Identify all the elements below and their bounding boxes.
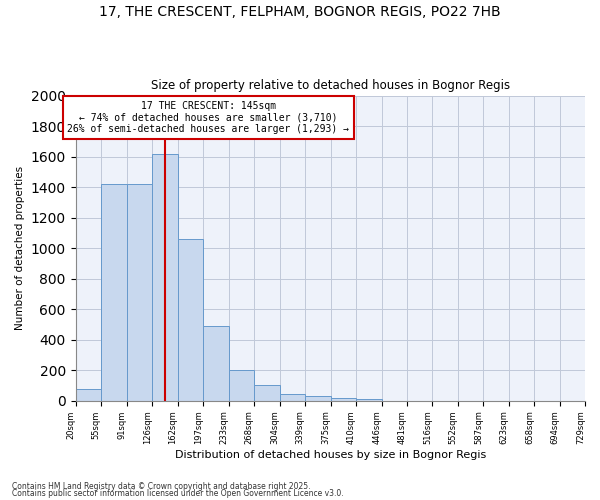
Bar [76,390,101,401]
Bar [280,394,305,401]
Bar [356,398,382,401]
Text: 17, THE CRESCENT, FELPHAM, BOGNOR REGIS, PO22 7HB: 17, THE CRESCENT, FELPHAM, BOGNOR REGIS,… [99,5,501,19]
Text: 17 THE CRESCENT: 145sqm
← 74% of detached houses are smaller (3,710)
26% of semi: 17 THE CRESCENT: 145sqm ← 74% of detache… [67,100,349,134]
Bar [152,154,178,401]
Bar [127,184,152,401]
Text: Contains HM Land Registry data © Crown copyright and database right 2025.: Contains HM Land Registry data © Crown c… [12,482,311,491]
Bar [331,398,356,401]
Bar [178,239,203,401]
Y-axis label: Number of detached properties: Number of detached properties [15,166,25,330]
Text: Contains public sector information licensed under the Open Government Licence v3: Contains public sector information licen… [12,489,344,498]
Bar [305,396,331,401]
Bar [229,370,254,401]
X-axis label: Distribution of detached houses by size in Bognor Regis: Distribution of detached houses by size … [175,450,486,460]
Title: Size of property relative to detached houses in Bognor Regis: Size of property relative to detached ho… [151,79,510,92]
Bar [254,385,280,401]
Bar [203,326,229,401]
Bar [101,184,127,401]
